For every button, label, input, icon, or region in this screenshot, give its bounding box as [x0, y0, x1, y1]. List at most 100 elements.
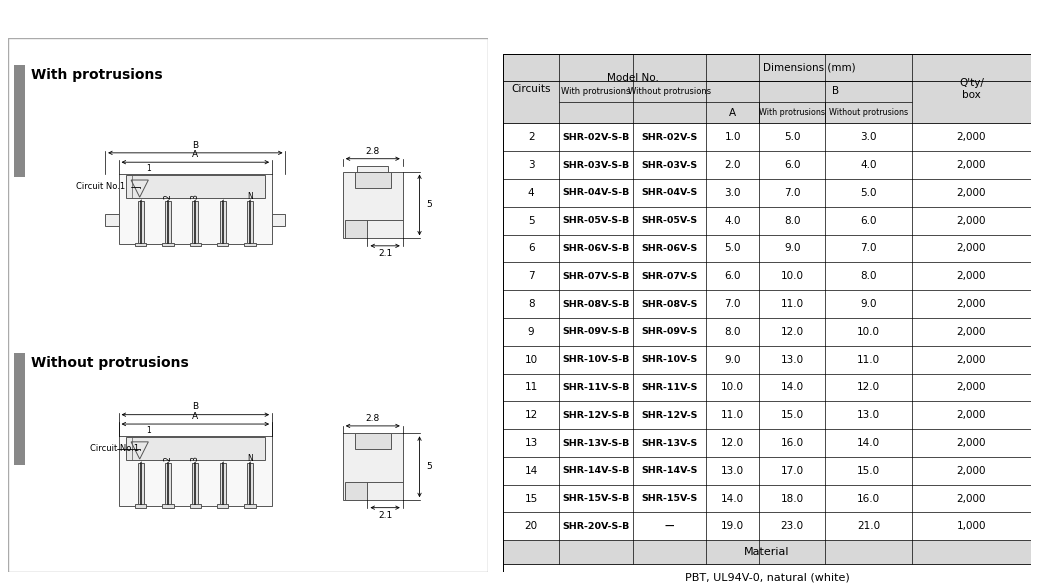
Text: 12.0: 12.0: [781, 327, 803, 337]
Text: Circuits: Circuits: [512, 84, 551, 93]
Text: 16.0: 16.0: [781, 438, 803, 448]
Bar: [118, 436, 272, 506]
Text: 2,000: 2,000: [957, 354, 986, 364]
Bar: [357, 166, 388, 172]
Text: 4.0: 4.0: [861, 160, 877, 170]
Text: 9.0: 9.0: [861, 299, 877, 309]
Text: 1,000: 1,000: [957, 522, 986, 531]
Text: 20: 20: [524, 522, 538, 531]
Text: SHR-07V-S: SHR-07V-S: [641, 272, 698, 281]
Text: 8: 8: [527, 299, 535, 309]
Text: 13.0: 13.0: [721, 466, 744, 476]
Text: SHR-09V-S-B: SHR-09V-S-B: [563, 328, 629, 336]
Text: 18.0: 18.0: [781, 493, 803, 503]
Text: 15.0: 15.0: [857, 466, 880, 476]
Text: 6.0: 6.0: [784, 160, 800, 170]
Bar: [126, 175, 265, 199]
Bar: [165, 201, 171, 242]
Text: With protrusions: With protrusions: [561, 87, 630, 96]
Text: 14.0: 14.0: [721, 493, 744, 503]
Bar: [247, 201, 253, 242]
Text: SHR-08V-S-B: SHR-08V-S-B: [562, 300, 629, 308]
Text: 13: 13: [524, 438, 538, 448]
Text: 9.0: 9.0: [725, 354, 741, 364]
Bar: [345, 482, 367, 500]
Text: 11.0: 11.0: [721, 410, 744, 420]
Text: 2,000: 2,000: [957, 410, 986, 420]
Text: 2,000: 2,000: [957, 272, 986, 281]
Text: SHR-09V-S: SHR-09V-S: [641, 328, 698, 336]
Text: 8.0: 8.0: [725, 327, 741, 337]
Text: SHR-14V-S: SHR-14V-S: [641, 466, 698, 475]
Bar: [503, 540, 1031, 564]
Bar: [220, 463, 226, 505]
Text: SHR-03V-S: SHR-03V-S: [641, 161, 698, 169]
Text: 5.0: 5.0: [861, 188, 877, 198]
Bar: [118, 174, 272, 244]
Bar: [138, 463, 144, 505]
Text: 2,000: 2,000: [957, 244, 986, 253]
Text: 7.0: 7.0: [725, 299, 741, 309]
Bar: [355, 172, 390, 187]
Text: SHR-07V-S-B: SHR-07V-S-B: [563, 272, 629, 281]
Text: 5: 5: [427, 200, 433, 210]
Bar: [165, 463, 171, 505]
Bar: [135, 242, 146, 246]
Text: Dimensions (mm): Dimensions (mm): [763, 62, 855, 72]
Text: 2: 2: [164, 194, 172, 199]
Text: 2.1: 2.1: [378, 249, 392, 258]
Text: 6.0: 6.0: [861, 215, 877, 225]
Text: A: A: [730, 108, 736, 118]
Text: A: A: [192, 412, 198, 421]
Text: 3.0: 3.0: [861, 133, 877, 142]
Text: 16.0: 16.0: [857, 493, 880, 503]
Bar: [138, 201, 144, 242]
Text: 4.0: 4.0: [725, 215, 741, 225]
Text: 15.0: 15.0: [781, 410, 803, 420]
Text: SHR-14V-S-B: SHR-14V-S-B: [562, 466, 629, 475]
Text: 14.0: 14.0: [781, 383, 803, 392]
Text: 4: 4: [527, 188, 535, 198]
Text: 2.1: 2.1: [378, 511, 392, 520]
Text: SHR-06V-S-B: SHR-06V-S-B: [563, 244, 629, 253]
Text: 10.0: 10.0: [781, 272, 803, 281]
Text: SHR-15V-S: SHR-15V-S: [641, 494, 698, 503]
Text: 12.0: 12.0: [857, 383, 880, 392]
Text: 2,000: 2,000: [957, 383, 986, 392]
Text: 10.0: 10.0: [721, 383, 744, 392]
Text: Without protrusions: Without protrusions: [829, 108, 908, 117]
Text: With protrusions: With protrusions: [759, 108, 825, 117]
Bar: [15, 353, 25, 465]
Bar: [8, 38, 488, 572]
Text: Model No.: Model No.: [606, 73, 658, 83]
Text: 2: 2: [527, 133, 535, 142]
Bar: [355, 433, 390, 450]
Text: SHR-03V-S-B: SHR-03V-S-B: [563, 161, 629, 169]
Bar: [190, 505, 200, 508]
Text: 2,000: 2,000: [957, 160, 986, 170]
Text: Without protrusions: Without protrusions: [31, 356, 189, 370]
Bar: [503, 54, 1031, 123]
Text: 13.0: 13.0: [781, 354, 803, 364]
Text: 2,000: 2,000: [957, 466, 986, 476]
Bar: [345, 220, 367, 238]
Text: 2.8: 2.8: [365, 147, 380, 155]
Text: PBT, UL94V-0, natural (white): PBT, UL94V-0, natural (white): [685, 573, 849, 583]
Text: 5.0: 5.0: [784, 133, 800, 142]
Bar: [192, 201, 198, 242]
Text: 11.0: 11.0: [781, 299, 803, 309]
Text: 7.0: 7.0: [861, 244, 877, 253]
Bar: [272, 214, 285, 227]
Text: Housing: Housing: [8, 6, 98, 26]
Text: SHR-13V-S-B: SHR-13V-S-B: [563, 439, 629, 447]
Text: Circuit No.1: Circuit No.1: [90, 444, 140, 453]
Text: —: —: [664, 522, 675, 531]
Bar: [190, 242, 200, 246]
Text: 2.8: 2.8: [365, 413, 380, 423]
Text: 3.0: 3.0: [725, 188, 741, 198]
Text: SHR-06V-S: SHR-06V-S: [641, 244, 698, 253]
Text: Q'ty/
box: Q'ty/ box: [959, 78, 984, 100]
Bar: [192, 463, 198, 505]
Bar: [247, 463, 253, 505]
Bar: [217, 505, 228, 508]
